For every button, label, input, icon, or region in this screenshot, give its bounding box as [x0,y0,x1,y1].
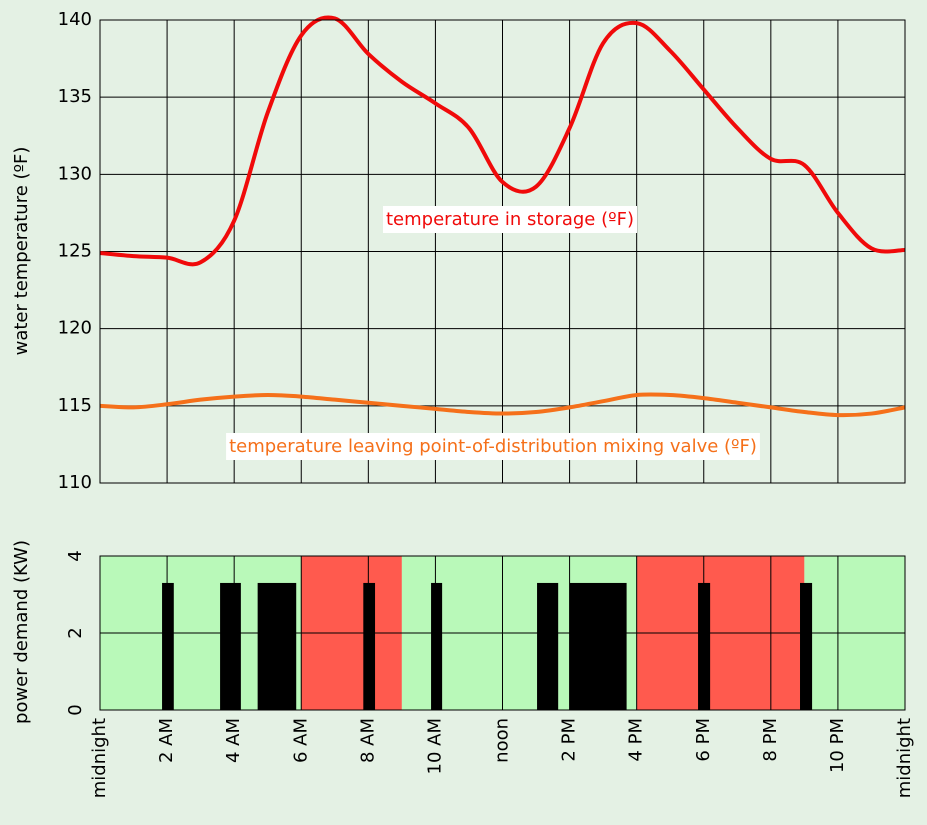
bar [537,582,559,710]
series-line [99,15,906,267]
series-label: temperature in storage (ºF) [386,209,634,230]
series-label: temperature leaving point-of-distributio… [229,436,757,457]
x-tick-label: 8 AM [357,718,378,763]
x-tick-label: 4 PM [626,718,647,762]
y-tick-label: 130 [58,163,92,184]
y-tick-label: 140 [58,9,92,30]
y-tick-label: 115 [58,395,92,416]
x-tick-label: midnight [894,718,915,798]
y-tick-label: 135 [58,86,92,107]
x-tick-label: 6 PM [693,718,714,762]
x-tick-label: 2 AM [156,718,177,763]
y-tick-label: 125 [58,241,92,262]
series-label-bg [226,433,760,460]
y-tick-label: 110 [58,472,92,493]
series-label-bg [383,206,637,233]
y-axis-label: water temperature (ºF) [11,147,32,356]
bar [800,582,813,710]
bar [257,582,297,710]
x-tick-label: 2 PM [559,718,580,762]
bar [431,582,443,710]
plot-frame [99,555,906,711]
y-tick-label: 2 [65,627,86,638]
bar [698,582,711,710]
x-tick-label: midnight [89,718,110,798]
y-tick-label: 0 [65,704,86,715]
x-tick-label: noon [492,718,513,763]
bar [363,582,376,710]
bar [569,582,627,710]
bar [162,582,174,710]
bar [220,582,241,710]
plot-frame [99,19,906,484]
series-line [99,392,906,418]
x-tick-label: 10 AM [424,718,445,774]
x-tick-label: 8 PM [760,718,781,762]
x-tick-label: 6 AM [290,718,311,763]
y-axis-label: power demand (KW) [11,540,32,724]
x-tick-label: 10 PM [827,718,848,773]
y-tick-label: 120 [58,318,92,339]
y-tick-label: 4 [65,550,86,561]
x-tick-label: 4 AM [223,718,244,763]
